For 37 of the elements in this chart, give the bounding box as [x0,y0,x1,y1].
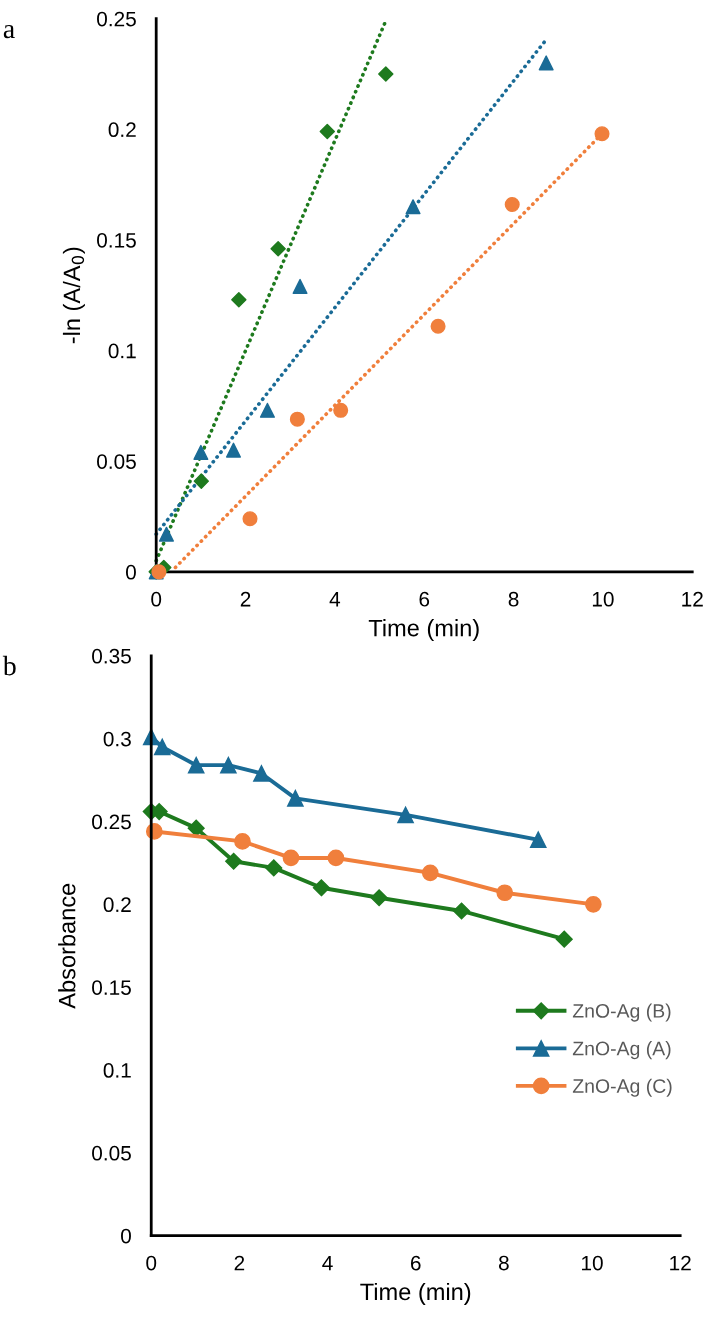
y-tick-label: 0.25 [97,11,136,27]
y-tick-label: 0.1 [108,343,136,359]
x-axis-title: Time (min) [368,619,479,642]
text: b [2,655,16,676]
y-tick-label: 0.1 [103,1063,131,1078]
legend-label: ZnO-Ag (C) [572,1078,672,1097]
y-tick-label: 0.05 [97,454,136,469]
y-tick-label: 0.2 [103,897,131,913]
x-tick-label: 6 [419,591,430,607]
legend-label: ZnO-Ag (A) [572,1041,671,1060]
x-tick-label: 8 [498,1255,509,1271]
x-tick-label: 10 [582,1255,603,1271]
x-tick-label: 12 [682,591,703,607]
x-tick-label: 8 [508,591,519,607]
x-tick-label: 12 [670,1255,691,1271]
text: a [3,24,15,39]
y-tick-label: 0.15 [92,980,131,995]
x-tick-label: 10 [592,591,614,607]
y-tick-label: 0.3 [103,731,131,747]
x-tick-label: 6 [410,1255,421,1271]
y-axis-title: -ln (A/A$_{0}$) [62,247,85,344]
x-tick-label: 2 [234,1255,245,1271]
x-tick-label: 0 [146,1255,157,1271]
y-tick-label: 0.35 [92,648,131,664]
y-axis-title: Absorbance [58,883,76,1009]
y-tick-label: 0.15 [97,232,136,248]
y-tick-label: 0 [121,1228,131,1244]
x-tick-label: 0 [151,591,162,607]
legend-label: ZnO-Ag (B) [572,1003,671,1022]
y-tick-label: 0 [125,564,136,580]
x-tick-label: 2 [240,591,251,607]
y-tick-label: 0.25 [92,814,131,830]
x-axis-title: Time (min) [360,1282,471,1305]
y-tick-label: 0.2 [108,122,136,138]
y-tick-label: 0.05 [92,1145,131,1161]
x-tick-label: 4 [322,1255,333,1271]
x-tick-label: 4 [329,592,341,607]
